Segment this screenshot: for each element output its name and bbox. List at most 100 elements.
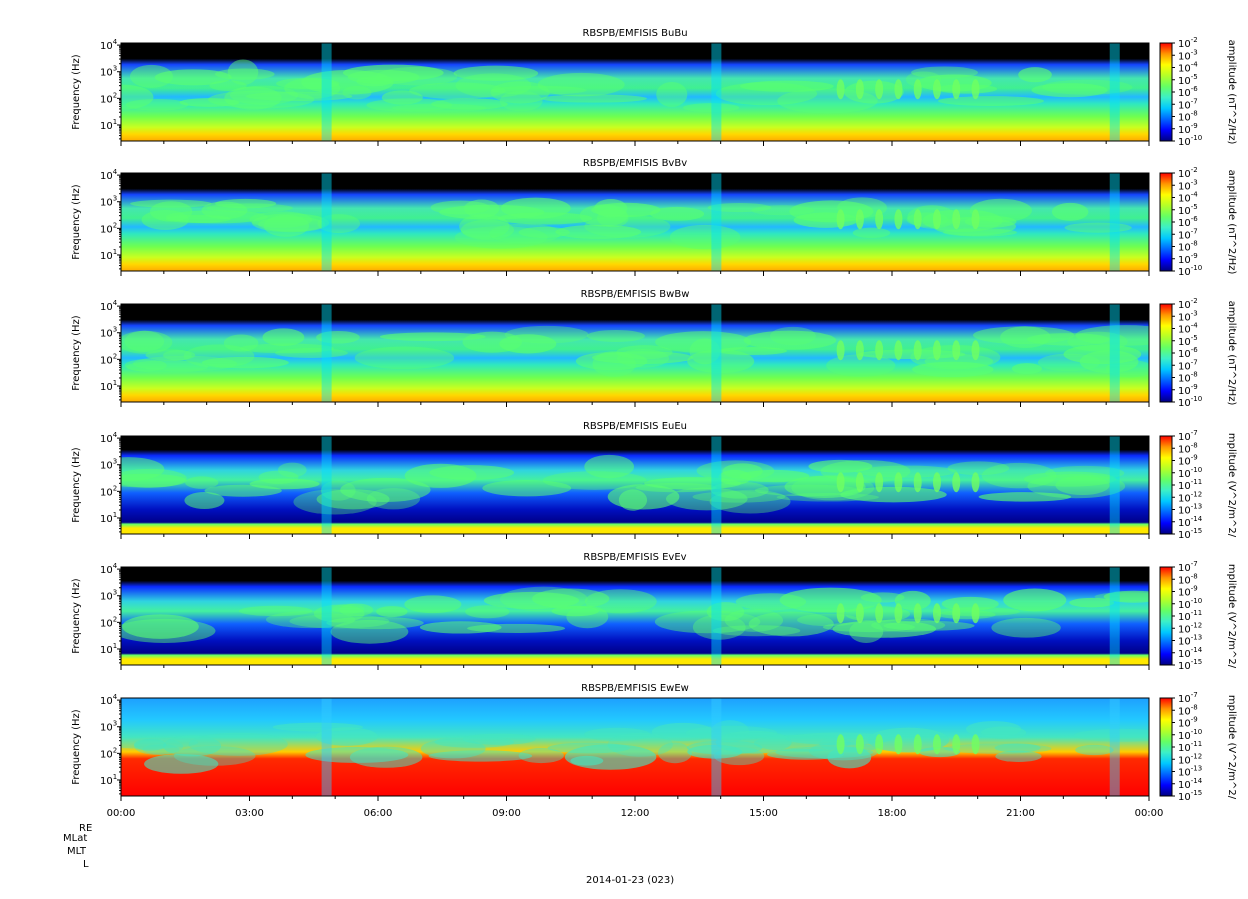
- emission-texture: [712, 625, 801, 637]
- colorbar: 10-710-810-910-1010-1110-1210-1310-1410-…: [1159, 429, 1237, 541]
- emission-texture: [532, 588, 610, 609]
- emission-texture: [692, 491, 786, 503]
- chorus-element: [875, 603, 884, 624]
- emission-texture: [808, 459, 873, 473]
- emission-texture: [467, 623, 566, 633]
- emission-texture: [849, 620, 884, 643]
- emission-texture: [499, 334, 557, 354]
- emission-texture: [706, 602, 745, 622]
- y-tick-label: 103: [100, 589, 117, 603]
- perigee-burst: [321, 567, 332, 665]
- emission-texture: [316, 330, 360, 344]
- emission-texture: [258, 470, 299, 484]
- emission-texture: [245, 91, 353, 102]
- emission-texture: [740, 80, 834, 92]
- chorus-element: [894, 734, 903, 755]
- emission-texture: [185, 476, 219, 489]
- emission-texture: [947, 461, 1010, 476]
- perigee-burst: [321, 43, 332, 141]
- emission-texture: [995, 750, 1042, 762]
- colorbar-tick-label: 10-10: [1178, 395, 1202, 409]
- chorus-element: [836, 209, 845, 230]
- emission-texture: [991, 617, 1061, 638]
- emission-texture: [1064, 222, 1132, 233]
- chorus-element: [855, 209, 864, 230]
- emission-texture: [482, 479, 572, 497]
- ephemeris-label-l: L: [83, 859, 89, 870]
- ephemeris-label-re: RE: [79, 823, 93, 834]
- emission-texture: [239, 343, 334, 354]
- x-tick-label: 12:00: [621, 808, 650, 819]
- x-tick-label: 18:00: [878, 808, 907, 819]
- emission-texture: [650, 206, 705, 221]
- y-tick-label: 103: [100, 65, 117, 79]
- emission-texture: [462, 733, 536, 745]
- emission-texture: [994, 743, 1041, 753]
- emission-texture: [665, 487, 748, 511]
- emission-texture: [317, 214, 361, 234]
- emission-texture: [163, 350, 192, 361]
- emission-texture: [941, 596, 999, 611]
- emission-texture: [1063, 344, 1142, 365]
- emission-texture: [822, 622, 915, 633]
- emission-texture: [944, 743, 1052, 754]
- emission-texture: [635, 482, 717, 493]
- panel-BwBw: RBSPB/EMFISIS BwBw 104 103 102 101 Frequency …: [71, 289, 1237, 409]
- emission-texture: [883, 620, 975, 631]
- emission-texture: [431, 98, 508, 110]
- emission-texture: [149, 201, 193, 222]
- emission-texture: [739, 469, 810, 483]
- emission-texture: [937, 610, 996, 620]
- emission-texture: [332, 603, 365, 614]
- colorbar-tick-label: 10-10: [1178, 264, 1202, 278]
- emission-texture: [1069, 597, 1115, 608]
- x-tick-label: 21:00: [1006, 808, 1035, 819]
- emission-texture: [379, 332, 486, 342]
- colorbar: 10-710-810-910-1010-1110-1210-1310-1410-…: [1159, 560, 1237, 672]
- chorus-element: [875, 472, 884, 493]
- emission-texture: [277, 462, 307, 478]
- chorus-element: [971, 209, 980, 230]
- emission-texture: [709, 489, 791, 514]
- emission-texture: [1055, 475, 1110, 496]
- panel-EvEv: RBSPB/EMFISIS EvEv 104 103 102 101 Frequency …: [71, 552, 1237, 672]
- chorus-element: [836, 603, 845, 624]
- emission-texture: [133, 738, 167, 751]
- emission-texture: [125, 98, 189, 111]
- emission-texture: [754, 484, 861, 497]
- emission-texture: [262, 328, 305, 347]
- chorus-element: [971, 79, 980, 100]
- emission-texture: [184, 491, 225, 510]
- emission-texture: [658, 742, 692, 764]
- y-tick-label: 101: [100, 379, 117, 393]
- emission-texture: [584, 454, 635, 479]
- perigee-burst: [1109, 43, 1120, 141]
- chorus-element: [952, 340, 961, 361]
- chorus-element: [855, 79, 864, 100]
- y-axis-label: Frequency (Hz): [71, 447, 82, 523]
- emission-texture: [122, 614, 199, 639]
- perigee-burst: [321, 698, 332, 796]
- emission-texture: [1003, 588, 1067, 612]
- perigee-burst: [711, 173, 722, 271]
- perigee-burst: [1109, 567, 1120, 665]
- emission-texture: [490, 81, 550, 104]
- emission-texture: [618, 489, 648, 511]
- chorus-element: [952, 472, 961, 493]
- y-tick-label: 101: [100, 511, 117, 525]
- emission-texture: [316, 489, 390, 510]
- chorus-element: [932, 734, 941, 755]
- y-tick-label: 101: [100, 248, 117, 262]
- emission-texture: [867, 727, 950, 753]
- panel-title: RBSPB/EMFISIS EuEu: [583, 421, 687, 432]
- chorus-element: [913, 734, 922, 755]
- chorus-element: [855, 340, 864, 361]
- emission-texture: [894, 590, 931, 611]
- emission-texture: [354, 346, 455, 370]
- emission-texture: [121, 736, 198, 749]
- panel-title: RBSPB/EMFISIS BwBw: [581, 289, 690, 300]
- chorus-element: [971, 472, 980, 493]
- emission-texture: [499, 90, 543, 112]
- emission-texture: [1000, 326, 1051, 348]
- y-tick-label: 104: [100, 562, 118, 576]
